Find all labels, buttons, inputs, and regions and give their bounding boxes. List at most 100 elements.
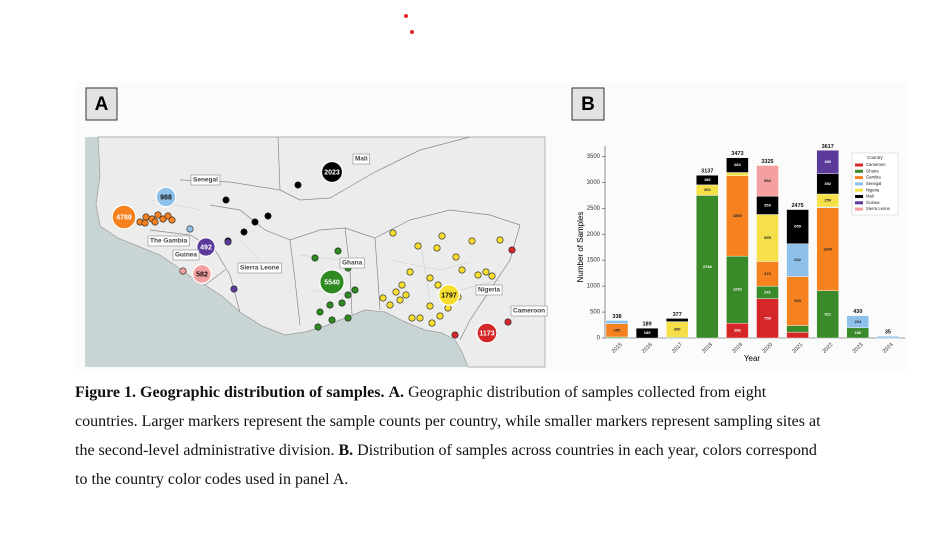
country-marker-count: 492 — [200, 244, 212, 251]
site-dot — [451, 331, 459, 339]
y-tick-label: 3500 — [587, 154, 601, 160]
country-marker — [192, 264, 212, 284]
legend-swatch — [855, 169, 863, 173]
decoration-dot — [404, 14, 408, 18]
legend-label: Sierra Leone — [866, 206, 891, 211]
site-dot — [406, 268, 414, 276]
panel-label-box — [85, 87, 118, 121]
bar-segment-label: 234 — [854, 319, 861, 324]
site-dot — [230, 285, 238, 293]
legend-swatch — [855, 182, 863, 186]
country-marker-count: 582 — [196, 271, 208, 278]
country-marker-count: 2023 — [324, 169, 340, 176]
site-dot — [251, 218, 259, 226]
legend-label: Cameroon — [866, 162, 886, 167]
country-marker — [155, 186, 177, 208]
legend-swatch — [855, 176, 863, 180]
bar-segment-label: 659 — [794, 224, 801, 229]
bar-segment — [756, 165, 779, 197]
map: 2023 Mali 988 Senegal 4789 The Gambia 492Guine… — [85, 136, 548, 368]
bar-segment-label: 632 — [794, 257, 801, 262]
site-dot — [240, 228, 248, 236]
site-dot — [344, 314, 352, 322]
bar-segment-label: 241 — [764, 289, 771, 294]
land — [95, 136, 546, 368]
bar-total-label: 430 — [853, 309, 862, 315]
bar-total-label: 3137 — [701, 169, 713, 175]
site-dot — [434, 281, 442, 289]
site-dot — [311, 254, 319, 262]
country-marker — [438, 284, 460, 306]
site-dot — [468, 237, 476, 245]
bar-segment — [666, 318, 689, 322]
bar-segment-label: 943 — [794, 298, 801, 303]
bar-segment-label: 284 — [734, 162, 741, 167]
site-dot — [222, 196, 230, 204]
site-dot — [168, 216, 176, 224]
site-dot — [326, 301, 334, 309]
bar-segment-label: 476 — [764, 271, 771, 276]
legend-swatch — [855, 195, 863, 198]
bar-total-label: 3325 — [761, 159, 773, 165]
bar-segment-label: 353 — [764, 202, 771, 207]
country-label-box — [172, 249, 200, 261]
site-dot — [386, 301, 394, 309]
country-label: Sierra Leone — [240, 265, 280, 272]
caption-title: Figure 1. Geographic distribution of sam… — [75, 384, 385, 401]
country-label-box — [352, 153, 370, 165]
legend-label: Ghana — [866, 168, 879, 173]
site-dot — [264, 212, 272, 220]
bar-segment-label: 189 — [644, 330, 651, 335]
country-marker — [196, 237, 216, 257]
bar-segment-label: 250 — [824, 198, 831, 203]
site-dot — [314, 323, 322, 331]
site-dot — [179, 267, 187, 275]
y-tick-label: 1500 — [587, 258, 601, 264]
bar-segment — [726, 172, 749, 176]
country-label: The Gambia — [150, 238, 188, 245]
site-dot — [141, 219, 149, 227]
decoration-dot — [410, 30, 414, 34]
site-dot — [334, 247, 342, 255]
country-label-box — [237, 262, 282, 274]
y-tick-label: 3000 — [587, 180, 601, 186]
bar-segment-label: 911 — [824, 311, 831, 316]
site-dot — [452, 253, 460, 261]
site-dot — [396, 296, 404, 304]
site-dot — [428, 319, 436, 327]
country-label: Nigeria — [478, 287, 500, 294]
site-dot — [482, 268, 490, 276]
bar-segment-label: 392 — [824, 181, 831, 186]
site-dot — [316, 308, 324, 316]
country-marker-count: 988 — [160, 194, 172, 201]
caption: Figure 1. Geographic distribution of sam… — [75, 378, 827, 494]
site-dot — [379, 294, 387, 302]
bar-segment — [726, 157, 749, 173]
legend-swatch — [855, 188, 863, 192]
panel-label-box — [571, 87, 605, 121]
site-dot — [338, 299, 346, 307]
country-label-box — [339, 257, 365, 269]
bar-total-label: 338 — [612, 314, 621, 320]
site-dot — [504, 318, 512, 326]
site-dot — [402, 291, 410, 299]
bar-segment-label: 300 — [674, 326, 681, 331]
y-tick-label: 0 — [597, 336, 601, 342]
country-marker — [319, 269, 345, 295]
bar-segment-label: 592 — [764, 178, 771, 183]
country-marker-count: 4789 — [116, 214, 132, 221]
country-label: Ghana — [342, 260, 363, 267]
bar-segment — [846, 315, 869, 329]
y-tick-label: 1000 — [587, 284, 601, 290]
y-axis-label: Number of Samples — [576, 212, 585, 283]
site-dot — [294, 181, 302, 189]
country-label: Senegal — [193, 177, 218, 184]
site-dot — [154, 211, 162, 219]
bar-segment-label: 203 — [704, 187, 711, 192]
site-dot — [438, 232, 446, 240]
legend-label: Senegal — [866, 181, 881, 186]
country-marker-count: 5540 — [324, 279, 340, 286]
y-tick-label: 500 — [590, 310, 601, 316]
site-dot — [496, 236, 504, 244]
site-dot — [488, 272, 496, 280]
